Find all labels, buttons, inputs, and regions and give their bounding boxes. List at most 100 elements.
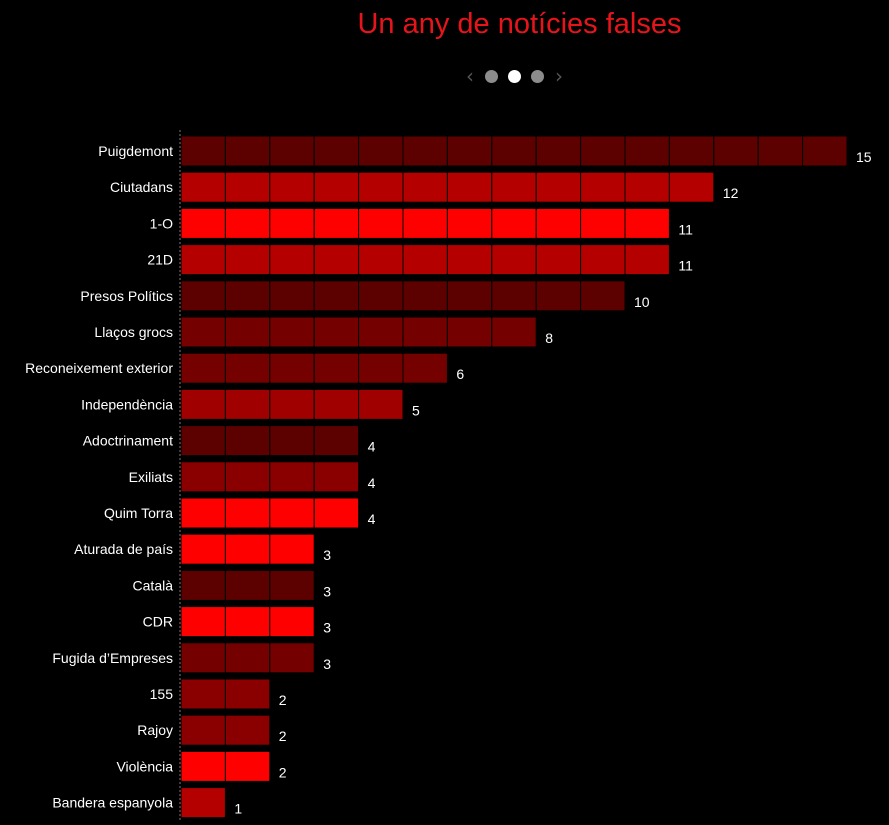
bar-segment[interactable] bbox=[713, 135, 759, 167]
bar-row[interactable]: Bandera espanyola 1 bbox=[52, 787, 242, 819]
bar-segment[interactable] bbox=[446, 244, 493, 276]
bar-row[interactable]: Presos Polítics 10 bbox=[80, 280, 650, 312]
bar-row[interactable]: CDR 3 bbox=[143, 606, 332, 638]
bar-segment[interactable] bbox=[446, 280, 493, 312]
bar-segment[interactable] bbox=[358, 244, 404, 276]
bar-segment[interactable] bbox=[269, 497, 315, 529]
bar-segment[interactable] bbox=[269, 280, 315, 312]
bar-row[interactable]: Adoctrinament 4 bbox=[83, 425, 376, 457]
bar-segment[interactable] bbox=[269, 135, 315, 167]
bar-segment[interactable] bbox=[180, 714, 226, 746]
bar-segment[interactable] bbox=[180, 207, 226, 239]
bar-segment[interactable] bbox=[269, 207, 315, 239]
bar-row[interactable]: Reconeixement exterior 6 bbox=[25, 352, 464, 384]
bar-segment[interactable] bbox=[313, 461, 360, 493]
bar-segment[interactable] bbox=[180, 750, 226, 782]
bar-segment[interactable] bbox=[313, 352, 360, 384]
bar-segment[interactable] bbox=[180, 533, 226, 565]
bar-segment[interactable] bbox=[180, 280, 226, 312]
bar-segment[interactable] bbox=[402, 280, 448, 312]
pager-dot-1[interactable] bbox=[485, 69, 498, 83]
bar-segment[interactable] bbox=[224, 678, 271, 710]
bar-segment[interactable] bbox=[180, 606, 226, 638]
bar-segment[interactable] bbox=[358, 135, 404, 167]
bar-segment[interactable] bbox=[535, 280, 582, 312]
bar-segment[interactable] bbox=[313, 207, 360, 239]
pager-dot-2[interactable] bbox=[508, 69, 521, 83]
bar-segment[interactable] bbox=[224, 569, 271, 601]
bar-segment[interactable] bbox=[668, 171, 715, 203]
bar-segment[interactable] bbox=[269, 606, 315, 638]
bar-segment[interactable] bbox=[491, 135, 537, 167]
bar-segment[interactable] bbox=[180, 787, 226, 819]
bar-segment[interactable] bbox=[624, 207, 670, 239]
bar-segment[interactable] bbox=[313, 280, 360, 312]
bar-segment[interactable] bbox=[180, 135, 226, 167]
bar-row[interactable]: Ciutadans 12 bbox=[110, 171, 739, 203]
bar-segment[interactable] bbox=[269, 244, 315, 276]
bar-segment[interactable] bbox=[446, 135, 493, 167]
bar-segment[interactable] bbox=[313, 244, 360, 276]
bar-row[interactable]: Exiliats 4 bbox=[129, 461, 376, 493]
bar-segment[interactable] bbox=[224, 461, 271, 493]
bar-segment[interactable] bbox=[224, 642, 271, 674]
bar-segment[interactable] bbox=[358, 316, 404, 348]
bar-segment[interactable] bbox=[358, 171, 404, 203]
bar-segment[interactable] bbox=[402, 352, 448, 384]
bar-segment[interactable] bbox=[224, 244, 271, 276]
pager-dot-3[interactable] bbox=[531, 69, 544, 83]
bar-segment[interactable] bbox=[402, 135, 448, 167]
bar-segment[interactable] bbox=[446, 207, 493, 239]
bar-segment[interactable] bbox=[224, 497, 271, 529]
bar-segment[interactable] bbox=[180, 497, 226, 529]
bar-segment[interactable] bbox=[580, 244, 626, 276]
bar-segment[interactable] bbox=[491, 171, 537, 203]
bar-row[interactable]: Quim Torra 4 bbox=[104, 497, 376, 529]
bar-segment[interactable] bbox=[269, 425, 315, 457]
bar-segment[interactable] bbox=[358, 280, 404, 312]
bar-segment[interactable] bbox=[224, 388, 271, 420]
bar-segment[interactable] bbox=[446, 171, 493, 203]
bar-segment[interactable] bbox=[624, 171, 670, 203]
bar-segment[interactable] bbox=[580, 207, 626, 239]
bar-segment[interactable] bbox=[224, 207, 271, 239]
bar-row[interactable]: Puigdemont 15 bbox=[98, 135, 872, 167]
bar-segment[interactable] bbox=[624, 244, 670, 276]
bar-segment[interactable] bbox=[224, 425, 271, 457]
chevron-left-icon[interactable]: ‹ bbox=[466, 64, 474, 88]
bar-segment[interactable] bbox=[624, 135, 670, 167]
bar-segment[interactable] bbox=[180, 425, 226, 457]
bar-row[interactable]: 1-O 11 bbox=[150, 207, 693, 239]
bar-segment[interactable] bbox=[313, 497, 360, 529]
chevron-right-icon[interactable]: › bbox=[555, 64, 563, 88]
bar-segment[interactable] bbox=[180, 642, 226, 674]
bar-row[interactable]: 155 2 bbox=[150, 678, 287, 710]
bar-segment[interactable] bbox=[180, 316, 226, 348]
bar-segment[interactable] bbox=[446, 316, 493, 348]
bar-row[interactable]: Rajoy 2 bbox=[137, 714, 287, 746]
bar-segment[interactable] bbox=[491, 280, 537, 312]
bar-segment[interactable] bbox=[224, 171, 271, 203]
bar-segment[interactable] bbox=[535, 244, 582, 276]
bar-row[interactable]: Català 3 bbox=[133, 569, 332, 601]
bar-segment[interactable] bbox=[358, 388, 404, 420]
bar-row[interactable]: Violència 2 bbox=[116, 750, 287, 782]
bar-segment[interactable] bbox=[180, 569, 226, 601]
bar-row[interactable]: Independència 5 bbox=[81, 388, 420, 420]
bar-segment[interactable] bbox=[224, 352, 271, 384]
bar-segment[interactable] bbox=[402, 171, 448, 203]
bar-segment[interactable] bbox=[358, 352, 404, 384]
bar-segment[interactable] bbox=[180, 171, 226, 203]
bar-segment[interactable] bbox=[313, 171, 360, 203]
bar-row[interactable]: Llaços grocs 8 bbox=[94, 316, 553, 348]
bar-segment[interactable] bbox=[224, 316, 271, 348]
bar-segment[interactable] bbox=[224, 750, 271, 782]
bar-segment[interactable] bbox=[313, 135, 360, 167]
bar-segment[interactable] bbox=[224, 606, 271, 638]
bar-segment[interactable] bbox=[313, 388, 360, 420]
bar-segment[interactable] bbox=[313, 316, 360, 348]
bar-segment[interactable] bbox=[224, 280, 271, 312]
bar-segment[interactable] bbox=[757, 135, 804, 167]
bar-segment[interactable] bbox=[580, 171, 626, 203]
bar-segment[interactable] bbox=[180, 244, 226, 276]
